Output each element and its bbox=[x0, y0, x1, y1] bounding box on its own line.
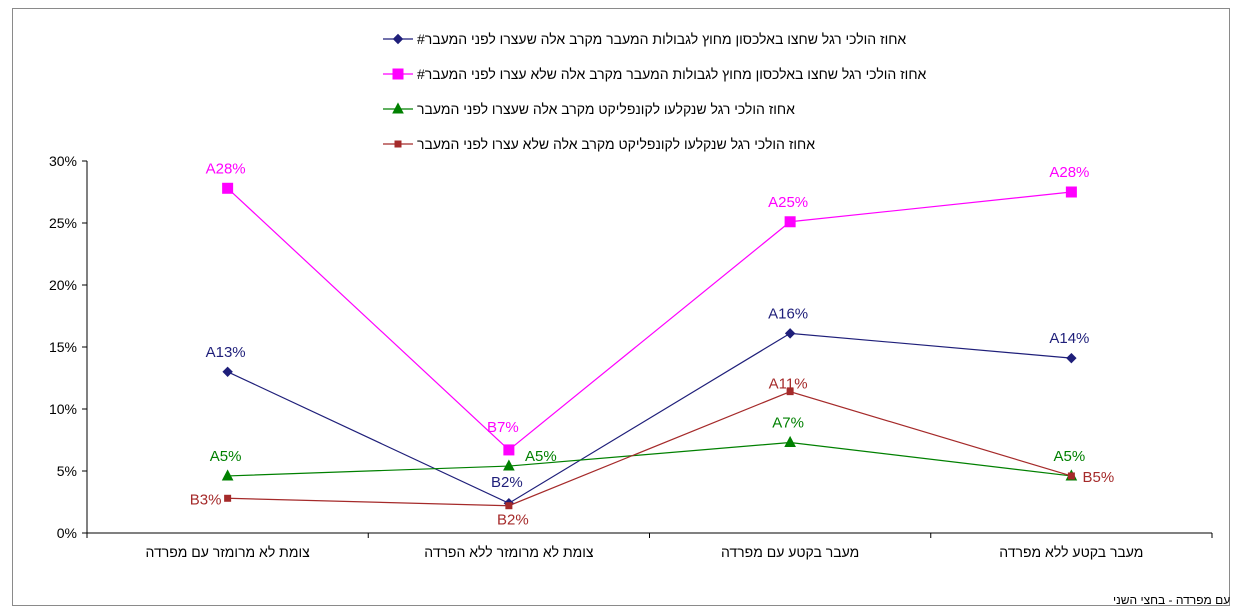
x-category-label: צומת לא מרומזר עם מפרדה bbox=[146, 544, 311, 560]
series-line-3 bbox=[227, 441, 1072, 477]
series-3-point bbox=[784, 435, 796, 447]
legend-label-2: אחוז הולכי רגל שחצו באלכסון מחוץ לגבולות… bbox=[417, 66, 927, 82]
x-category-label: צומת לא מרומזר ללא הפרדה bbox=[424, 544, 594, 560]
data-label: A16% bbox=[768, 305, 808, 322]
legend-marker-1 bbox=[392, 33, 404, 45]
series-1-point bbox=[784, 328, 796, 339]
line-chart: אחוז הולכי רגל שחצו באלכסון מחוץ לגבולות… bbox=[49, 31, 1231, 607]
footnote: #במעבר עם מפרדה - בחצי השני bbox=[1113, 593, 1231, 607]
series-2-point bbox=[784, 216, 796, 228]
data-label: B2% bbox=[491, 474, 523, 491]
data-label: A28% bbox=[206, 160, 246, 177]
data-label: B7% bbox=[487, 419, 519, 436]
series-4-point bbox=[786, 388, 794, 396]
series-1-point bbox=[222, 366, 233, 378]
y-tick-label: 15% bbox=[49, 339, 77, 355]
data-label: A5% bbox=[1054, 448, 1086, 465]
legend-label-4: אחוז הולכי רגל שנקלעו לקונפליקט מקרב אלה… bbox=[417, 136, 815, 152]
data-label: A25% bbox=[768, 194, 808, 211]
y-tick-label: 5% bbox=[57, 463, 77, 479]
chart-frame: אחוז הולכי רגל שחצו באלכסון מחוץ לגבולות… bbox=[12, 8, 1231, 607]
data-label: A11% bbox=[769, 376, 808, 393]
x-category-label: מעבר בקטע ללא מפרדה bbox=[999, 544, 1143, 560]
series-line-1 bbox=[227, 332, 1072, 504]
data-label: A14% bbox=[1049, 330, 1089, 347]
y-tick-label: 0% bbox=[57, 525, 77, 541]
series-4-point bbox=[1067, 472, 1075, 480]
series-1-point bbox=[1066, 352, 1077, 364]
data-label: B2% bbox=[497, 512, 529, 529]
legend-label-3: אחוז הולכי רגל שנקלעו לקונפליקט מקרב אלה… bbox=[417, 101, 795, 117]
data-label: A5% bbox=[210, 448, 242, 465]
y-tick-label: 30% bbox=[49, 153, 77, 169]
legend-marker-4 bbox=[394, 140, 402, 148]
series-4-point bbox=[505, 502, 513, 510]
series-line-2 bbox=[227, 187, 1072, 451]
axes: 0% 5% 10% 15% 20% 25% 30% צומת לא מרומזר עם מפר… bbox=[49, 153, 1213, 560]
series-2-point bbox=[1065, 186, 1077, 198]
legend-marker-3 bbox=[392, 102, 404, 114]
series-2-point bbox=[222, 182, 234, 194]
series-4-point bbox=[224, 494, 232, 502]
series-2-point bbox=[503, 444, 515, 456]
data-label: A7% bbox=[772, 414, 804, 431]
x-category-label: מעבר בקטע עם מפרדה bbox=[721, 544, 859, 560]
legend-marker-2 bbox=[392, 68, 404, 80]
legend: אחוז הולכי רגל שחצו באלכסון מחוץ לגבולות… bbox=[383, 31, 927, 152]
series-layer bbox=[221, 182, 1078, 510]
y-tick-label: 10% bbox=[49, 401, 77, 417]
data-labels: A13% B2% A16% A14% A28% B7% A25% A28% A5% A5% A7% A… bbox=[190, 160, 1114, 528]
series-3-point bbox=[503, 459, 515, 471]
y-tick-label: 20% bbox=[49, 277, 77, 293]
data-label: B3% bbox=[190, 491, 222, 508]
data-label: A5% bbox=[525, 448, 557, 465]
data-label: A28% bbox=[1049, 164, 1089, 181]
legend-label-1: אחוז הולכי רגל שחצו באלכסון מחוץ לגבולות… bbox=[417, 31, 906, 47]
data-label: A13% bbox=[206, 344, 246, 361]
series-3-point bbox=[221, 469, 234, 481]
y-tick-label: 25% bbox=[49, 215, 77, 231]
series-line-4 bbox=[227, 391, 1072, 507]
data-label: B5% bbox=[1083, 469, 1115, 486]
